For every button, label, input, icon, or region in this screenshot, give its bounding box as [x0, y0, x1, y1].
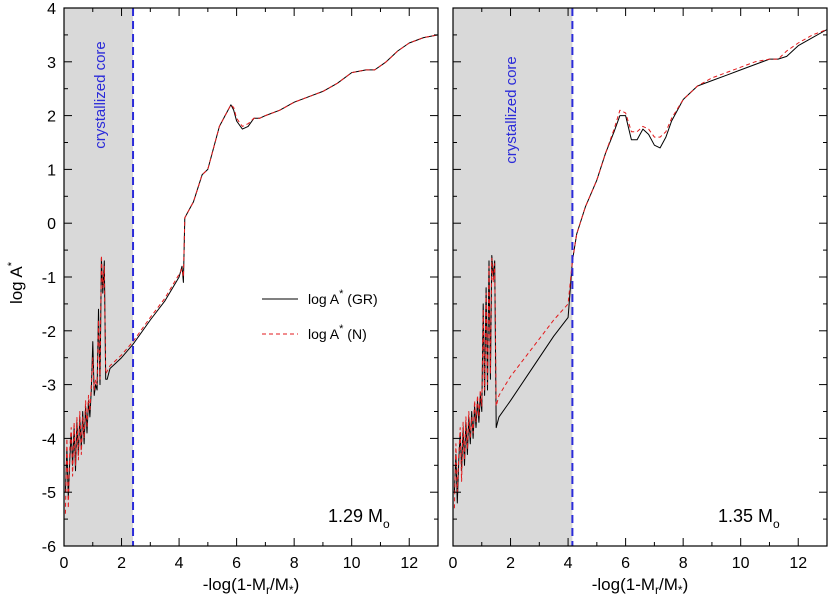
x-tick-label: 2: [506, 555, 515, 572]
right-core-shading: [453, 8, 573, 546]
x-tick-label: 10: [732, 555, 750, 572]
x-tick-label: 6: [232, 555, 241, 572]
x-tick-label: 8: [290, 555, 299, 572]
legend-n-label: log A* (N): [308, 323, 367, 342]
x-tick-label: 2: [117, 555, 126, 572]
x-tick-label: 6: [621, 555, 630, 572]
x-tick-label: 4: [564, 555, 573, 572]
x-tick-label: 12: [789, 555, 807, 572]
right-core-label: crystallized core: [503, 56, 520, 164]
y-tick-label: 2: [47, 109, 56, 126]
y-tick-label: -6: [42, 539, 56, 556]
left-plot-area: [64, 34, 439, 514]
y-tick-label: 4: [47, 1, 56, 18]
y-axis-title: log A*: [6, 261, 26, 304]
y-tick-label: 0: [47, 216, 56, 233]
x-tick-label: 4: [175, 555, 184, 572]
x-tick-label: 12: [400, 555, 418, 572]
y-tick-label: 3: [47, 55, 56, 72]
right-mass-label: 1.35 Mo: [718, 506, 780, 531]
right-panel: crystallized core 1.35 Mo 0 2 4 6 8 10 12 -log…: [449, 7, 828, 597]
left-core-label: crystallized core: [92, 41, 109, 149]
right-plot-area: [453, 29, 828, 509]
x-tick-label: 10: [343, 555, 361, 572]
x-tick-label: 8: [679, 555, 688, 572]
y-tick-label: -5: [42, 485, 56, 502]
x-tick-label: 0: [449, 555, 458, 572]
x-tick-label: 0: [60, 555, 69, 572]
y-tick-label: -2: [42, 324, 56, 341]
y-tick-label: -4: [42, 431, 56, 448]
y-tick-label: -3: [42, 378, 56, 395]
left-panel: crystallized core 1.29 Mo log A* (GR) lo…: [6, 1, 439, 597]
y-tick-label: -1: [42, 270, 56, 287]
right-x-axis-title: -log(1-Mr/M*): [592, 575, 689, 597]
left-series-gr-line: [64, 34, 439, 499]
y-tick-label: 1: [47, 162, 56, 179]
right-series-n-line: [453, 29, 828, 509]
left-mass-label: 1.29 Mo: [328, 506, 390, 531]
legend-gr-label: log A* (GR): [308, 288, 378, 307]
right-axes: 0 2 4 6 8 10 12: [449, 7, 827, 572]
left-x-axis-title: -log(1-Mr/M*): [203, 575, 300, 597]
legend: log A* (GR) log A* (N): [262, 288, 378, 342]
